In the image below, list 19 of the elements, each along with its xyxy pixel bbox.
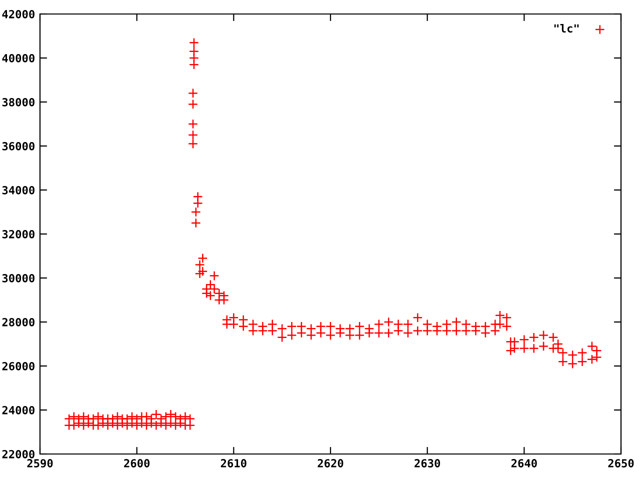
x-tick-label: 2640 <box>511 459 537 468</box>
x-tick-label: 2590 <box>27 459 53 468</box>
x-tick-label: 2630 <box>414 459 440 468</box>
x-tick-label: 2610 <box>220 459 246 468</box>
y-tick-label: 32000 <box>2 230 34 238</box>
y-tick-label: 28000 <box>2 318 34 326</box>
y-tick-label: 40000 <box>2 54 34 62</box>
x-tick-label: 2650 <box>608 459 634 468</box>
y-tick-label: 38000 <box>2 98 34 106</box>
y-tick-label: 22000 <box>2 450 34 458</box>
y-tick-label: 26000 <box>2 362 34 370</box>
x-tick-label: 2600 <box>124 459 150 468</box>
y-tick-label: 36000 <box>2 142 34 150</box>
y-tick-label: 24000 <box>2 406 34 414</box>
legend-label: "lc" <box>554 24 579 33</box>
y-tick-label: 34000 <box>2 186 34 194</box>
y-tick-label: 42000 <box>2 10 34 18</box>
x-tick-label: 2620 <box>318 459 344 468</box>
y-tick-label: 30000 <box>2 274 34 282</box>
